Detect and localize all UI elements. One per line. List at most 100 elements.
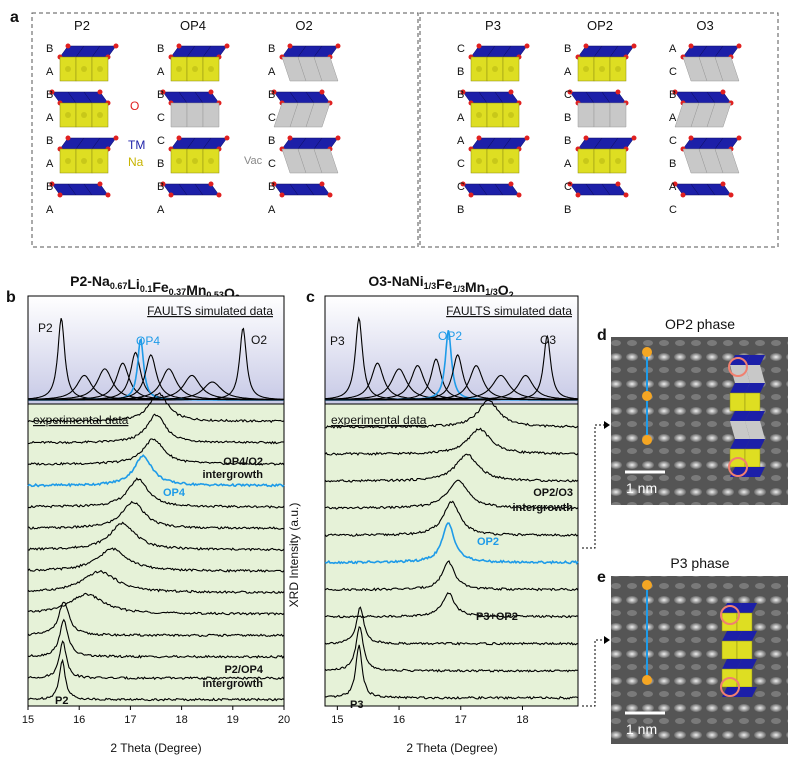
oxygen-atom (319, 181, 325, 187)
panel-b-title: P2-Na0.67Li0.1Fe0.37Mn0.53O2 (70, 273, 240, 303)
stacking-letter: B (46, 89, 53, 101)
na-atom (476, 66, 482, 72)
stacking-letter: C (669, 66, 677, 78)
panel-c: c O3-NaNi1/3Fe1/3Mn1/3O2 FAULTS simulate… (306, 273, 579, 755)
overlay-na (721, 640, 738, 660)
structure-name: O2 (295, 18, 312, 33)
exp-pattern (324, 606, 579, 646)
na-atom (81, 66, 87, 72)
oxygen-atom (688, 135, 694, 141)
panel-d-marker-3 (642, 435, 652, 445)
panel-e-structure-overlay (720, 603, 757, 697)
na-atom (583, 158, 589, 164)
overlay-ring (720, 605, 740, 625)
oxygen-atom (672, 181, 678, 187)
exp-pattern (27, 438, 285, 466)
exp-pattern (324, 644, 579, 700)
vacancy-site (714, 148, 740, 174)
peak-label-p2: P2 (38, 321, 53, 335)
panel-e-marker-2 (642, 675, 652, 685)
x-tick-label: 17 (124, 714, 136, 726)
na-atom (492, 112, 498, 118)
na-atom (476, 158, 482, 164)
oxygen-atom (160, 89, 166, 95)
peak-label-op2: OP2 (438, 329, 462, 343)
connector-op2 (582, 424, 604, 549)
na-atom (192, 158, 198, 164)
overlay-ring (728, 457, 748, 477)
stacking-letter: A (268, 204, 276, 216)
panel-e-scale-label: 1 nm (626, 721, 657, 737)
overlay-tm (745, 411, 765, 421)
na-atom (508, 158, 514, 164)
na-atom (81, 112, 87, 118)
stacking-letter: B (46, 135, 53, 147)
oxygen-atom (476, 43, 482, 49)
panel-d-marker-1 (642, 347, 652, 357)
title-text: P2-Na (70, 273, 110, 289)
annot-p3: P3 (350, 699, 363, 711)
peak-label-o3: O3 (540, 333, 556, 347)
title-text: O3-NaNi (368, 273, 423, 289)
na-atom (176, 158, 182, 164)
stacking-letter: A (46, 66, 54, 78)
x-tick-label: 15 (331, 714, 343, 726)
stacking-letter: A (46, 158, 54, 170)
x-tick-label: 17 (455, 714, 467, 726)
exp-pattern (27, 640, 285, 681)
x-tick-label: 18 (175, 714, 187, 726)
stacking-letter: A (457, 112, 465, 124)
oxygen-atom (113, 135, 119, 141)
structure-name: OP4 (180, 18, 206, 33)
stacking-letter: B (157, 181, 164, 193)
panel-c-plot (324, 316, 579, 700)
legend-vac: Vac (244, 155, 263, 167)
stacking-letter: A (669, 181, 677, 193)
na-atom (599, 158, 605, 164)
panel-c-title: O3-NaNi1/3Fe1/3Mn1/3O2 (368, 273, 513, 300)
exp-pattern (27, 547, 285, 573)
vacancy-site (313, 56, 339, 82)
na-atom (583, 66, 589, 72)
overlay-tm (737, 659, 757, 669)
exp-pattern (324, 500, 579, 537)
connector-op2-arrow (604, 421, 610, 429)
oxygen-atom (57, 192, 63, 198)
na-atom (81, 158, 87, 164)
panel-d-marker-2 (642, 391, 652, 401)
oxygen-atom (736, 135, 742, 141)
structure-name: OP2 (587, 18, 613, 33)
stacking-letter: C (457, 181, 465, 193)
crystal-structures: P2BABABABAOP4BABCCBBAO2BABCBCBAP3CBBAACC… (46, 18, 742, 216)
stacking-letter: B (457, 204, 464, 216)
panel-c-sim-label: FAULTS simulated data (446, 304, 572, 318)
na-atom (599, 66, 605, 72)
peak-label-op4: OP4 (136, 334, 160, 348)
title-subscript: 1/3 (424, 281, 437, 291)
oxygen-atom (65, 43, 71, 49)
panel-d-scale-label: 1 nm (626, 480, 657, 496)
oxygen-atom (335, 135, 341, 141)
oxygen-atom (736, 43, 742, 49)
na-atom (492, 158, 498, 164)
oxygen-atom (615, 89, 621, 95)
oxygen-atom (524, 135, 530, 141)
oxygen-atom (216, 192, 222, 198)
oxygen-atom (49, 181, 55, 187)
na-atom (208, 66, 214, 72)
panel-c-x-axis: 15 16 17 18 (331, 706, 529, 726)
vacancy-site (593, 102, 611, 128)
oxygen-atom (623, 192, 629, 198)
peak-label-o2: O2 (251, 333, 267, 347)
panel-b-xlabel: 2 Theta (Degree) (110, 741, 201, 755)
oxygen-atom (271, 181, 277, 187)
exp-pattern (27, 500, 285, 530)
panel-b: b P2-Na0.67Li0.1Fe0.37Mn0.53O2 FAULTS si… (6, 273, 290, 755)
y-axis-label: XRD Intensity (a.u.) (287, 503, 301, 608)
panel-a-box-right (419, 12, 779, 248)
stacking-letter: C (268, 112, 276, 124)
na-atom (65, 112, 71, 118)
panel-c-label: c (306, 289, 315, 306)
